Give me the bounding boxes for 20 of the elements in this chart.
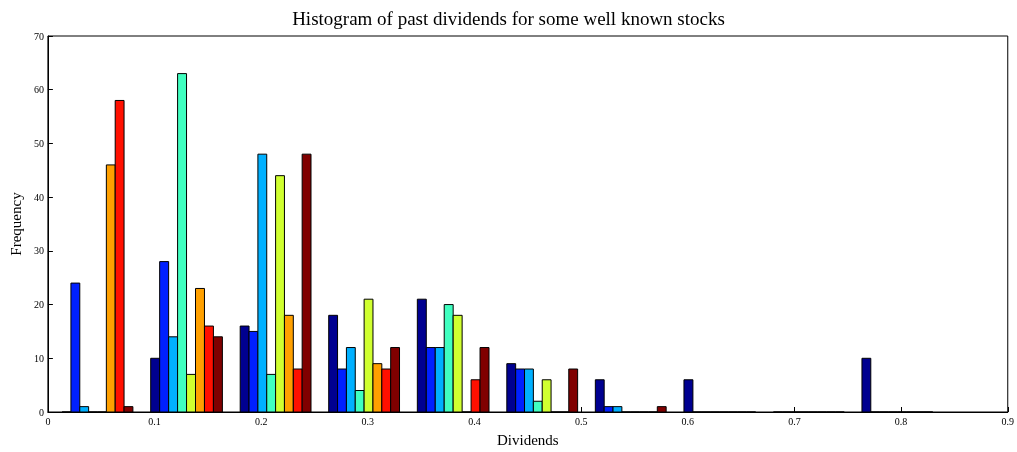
y-axis-title: Frequency <box>7 191 24 256</box>
x-tick-label: 0.1 <box>148 415 161 427</box>
y-tick-label: 50 <box>33 137 44 149</box>
x-tick-label: 0.2 <box>254 415 268 427</box>
y-tick-label: 20 <box>33 299 44 311</box>
chart-title: Histogram of past dividends for some well known stocks <box>292 8 725 29</box>
y-tick-label: 60 <box>33 84 44 96</box>
y-tick-label: 70 <box>33 30 44 42</box>
x-tick-label: 0.5 <box>574 415 588 427</box>
x-tick-label: 0.9 <box>1001 415 1014 427</box>
y-tick-label: 10 <box>33 352 44 364</box>
y-tick-label: 40 <box>33 191 44 203</box>
x-tick-label: 0.4 <box>468 415 481 427</box>
x-axis-title: Dividends <box>496 431 559 448</box>
x-tick-label: 0.8 <box>894 415 908 427</box>
y-tick-label: 0 <box>38 406 44 418</box>
x-tick-label: 0.3 <box>361 415 375 427</box>
y-tick-label: 30 <box>33 245 44 257</box>
x-tick-label: 0.7 <box>788 415 801 427</box>
x-tick-label: 0.6 <box>681 415 695 427</box>
